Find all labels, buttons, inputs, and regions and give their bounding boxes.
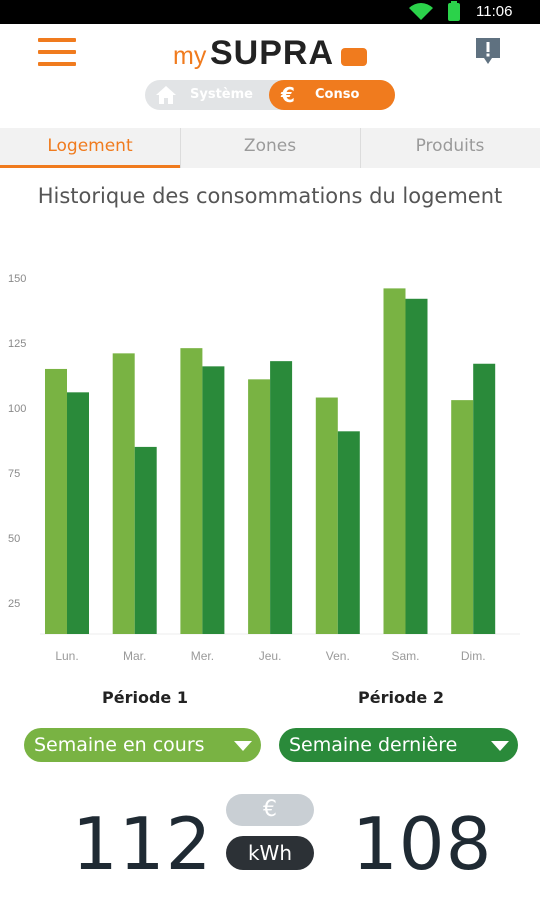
bar-sam-series-2	[405, 298, 428, 634]
bar-lun-series-2	[67, 392, 89, 634]
y-tick-label: 150	[8, 273, 26, 285]
period-1-label: Période 1	[102, 688, 188, 707]
y-tick-label: 25	[8, 598, 20, 610]
battery-icon	[448, 1, 460, 21]
tab-zones[interactable]: Zones	[243, 136, 297, 156]
system-toggle-label: Système	[190, 87, 253, 102]
x-tick-label: Ven.	[326, 649, 350, 663]
bar-lun-series-1	[45, 368, 67, 634]
tab-bar: Logement Zones Produits	[0, 128, 540, 168]
unit-kwh-button[interactable]: kWh	[226, 836, 314, 870]
logo-supra: SUPRA	[210, 34, 335, 72]
logo-my: my	[173, 42, 207, 70]
hamburger-menu-icon[interactable]	[38, 38, 76, 66]
y-tick-label: 125	[8, 338, 26, 350]
x-tick-label: Dim.	[461, 649, 486, 663]
y-tick-label: 75	[8, 468, 20, 480]
x-tick-label: Mer.	[191, 649, 214, 663]
period-1-value: Semaine en cours	[34, 734, 205, 756]
x-tick-label: Sam.	[391, 649, 419, 663]
logo-cloud-badge	[341, 48, 367, 66]
bar-dim-series-1	[451, 400, 474, 634]
bar-dim-series-2	[473, 363, 496, 634]
period-2-select[interactable]: Semaine dernière	[279, 728, 518, 762]
euro-icon: €	[281, 83, 295, 107]
unit-euro-button[interactable]: €	[226, 794, 314, 826]
alert-message-icon[interactable]	[474, 36, 502, 66]
period-2-value: Semaine dernière	[289, 734, 458, 756]
conso-toggle-label: Conso	[315, 87, 360, 102]
app-logo: my SUPRA	[173, 34, 373, 72]
bar-mar-series-2	[134, 446, 157, 634]
bar-sam-series-1	[383, 288, 406, 634]
period-1-select[interactable]: Semaine en cours	[24, 728, 261, 762]
consumption-bar-chart: 25 50 75 100 125 150 Lun. Mar. Mer. Jeu. Ven. Sam. D…	[8, 273, 520, 663]
bar-ven-series-2	[337, 431, 360, 634]
tab-logement[interactable]: Logement	[0, 128, 180, 168]
period-1-total: 112	[72, 802, 213, 886]
bar-mer-series-1	[180, 348, 203, 634]
period-2-label: Période 2	[358, 688, 444, 707]
status-time: 11:06	[476, 3, 513, 20]
wifi-icon	[409, 3, 433, 21]
dropdown-arrow-icon	[234, 741, 252, 751]
bar-mer-series-2	[202, 366, 225, 634]
y-tick-label: 50	[8, 533, 20, 545]
system-toggle-button[interactable]: Système	[145, 80, 270, 110]
app-header: my SUPRA Système € Conso	[0, 24, 540, 120]
period-2-total: 108	[352, 802, 493, 886]
bar-mar-series-1	[112, 353, 135, 634]
bar-jeu-series-1	[248, 379, 271, 634]
bar-jeu-series-2	[270, 361, 293, 634]
home-icon	[156, 86, 176, 104]
mode-toggle: Système € Conso	[145, 80, 395, 110]
conso-toggle-button[interactable]: € Conso	[269, 80, 395, 110]
section-title: Historique des consommations du logement	[37, 184, 503, 208]
dropdown-arrow-icon	[491, 741, 509, 751]
status-bar: 11:06	[0, 0, 540, 24]
x-tick-label: Jeu.	[259, 649, 282, 663]
y-tick-label: 100	[8, 403, 26, 415]
bar-ven-series-1	[315, 397, 338, 634]
x-tick-label: Mar.	[123, 649, 146, 663]
x-tick-label: Lun.	[55, 649, 78, 663]
tab-produits[interactable]: Produits	[415, 136, 485, 156]
